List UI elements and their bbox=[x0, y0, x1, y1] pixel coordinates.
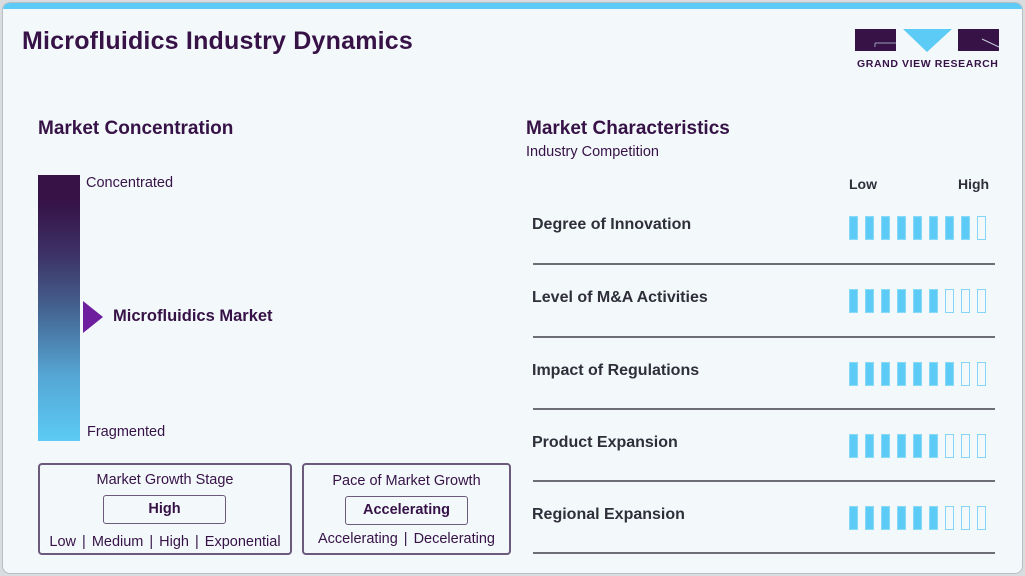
option-medium: Medium bbox=[91, 534, 144, 550]
characteristic-label: Impact of Regulations bbox=[532, 362, 700, 379]
characteristic-meter bbox=[849, 506, 986, 530]
meter-segment-empty bbox=[945, 506, 954, 530]
growth-stage-value: High bbox=[103, 495, 226, 524]
fragmented-label: Fragmented bbox=[87, 424, 166, 440]
meter-segment-filled bbox=[929, 216, 938, 240]
concentration-gradient-bar bbox=[38, 175, 80, 441]
characteristic-label: Level of M&A Activities bbox=[532, 289, 708, 306]
meter-segment-filled bbox=[849, 216, 858, 240]
meter-segment-filled bbox=[913, 216, 922, 240]
option-exponential: Exponential bbox=[204, 534, 281, 550]
growth-stage-box: Market Growth Stage High Low | Medium | High… bbox=[38, 463, 292, 555]
growth-pace-box: Pace of Market Growth Accelerating Accel… bbox=[302, 463, 511, 555]
top-accent-bar bbox=[3, 3, 1022, 9]
logo-text: GRAND VIEW RESEARCH bbox=[857, 58, 999, 70]
meter-segment-filled bbox=[897, 289, 906, 313]
option-accelerating: Accelerating bbox=[318, 531, 398, 547]
meter-segment-empty bbox=[945, 434, 954, 458]
meter-segment-filled bbox=[865, 434, 874, 458]
meter-segment-empty bbox=[961, 434, 970, 458]
option-low: Low bbox=[49, 534, 77, 550]
meter-segment-filled bbox=[849, 434, 858, 458]
meter-segment-filled bbox=[913, 362, 922, 386]
meter-segment-filled bbox=[849, 506, 858, 530]
meter-segment-filled bbox=[849, 362, 858, 386]
meter-segment-empty bbox=[961, 289, 970, 313]
market-marker-label: Microfluidics Market bbox=[113, 307, 273, 325]
meter-segment-filled bbox=[913, 289, 922, 313]
growth-pace-value: Accelerating bbox=[345, 496, 468, 525]
triangle-right-icon bbox=[83, 301, 103, 333]
meter-segment-filled bbox=[929, 506, 938, 530]
meter-segment-filled bbox=[881, 216, 890, 240]
meter-segment-filled bbox=[929, 289, 938, 313]
growth-stage-title: Market Growth Stage bbox=[96, 472, 234, 488]
growth-stage-options: Low | Medium | High | Exponential bbox=[49, 534, 281, 550]
scale-high-label: High bbox=[958, 176, 990, 192]
growth-pace-title: Pace of Market Growth bbox=[332, 473, 481, 489]
meter-segment-filled bbox=[897, 434, 906, 458]
meter-segment-filled bbox=[865, 289, 874, 313]
meter-segment-empty bbox=[977, 362, 986, 386]
characteristics-subtitle: Industry Competition bbox=[526, 144, 659, 160]
characteristics-title: Market Characteristics bbox=[526, 118, 730, 139]
row-divider bbox=[533, 263, 995, 265]
option-high: High bbox=[159, 534, 189, 550]
meter-segment-filled bbox=[849, 289, 858, 313]
page-title: Microfluidics Industry Dynamics bbox=[22, 27, 414, 55]
meter-segment-filled bbox=[865, 216, 874, 240]
characteristic-meter bbox=[849, 362, 986, 386]
meter-segment-filled bbox=[913, 434, 922, 458]
characteristic-meter bbox=[849, 289, 986, 313]
meter-segment-filled bbox=[945, 362, 954, 386]
growth-pace-options: Accelerating | Decelerating bbox=[318, 531, 495, 547]
concentration-title: Market Concentration bbox=[38, 118, 234, 139]
meter-segment-empty bbox=[961, 362, 970, 386]
row-divider bbox=[533, 552, 995, 554]
characteristic-meter bbox=[849, 434, 986, 458]
meter-segment-filled bbox=[897, 362, 906, 386]
meter-segment-filled bbox=[929, 362, 938, 386]
meter-segment-filled bbox=[881, 362, 890, 386]
meter-segment-filled bbox=[881, 506, 890, 530]
row-divider bbox=[533, 336, 995, 338]
meter-segment-filled bbox=[881, 289, 890, 313]
characteristic-meter bbox=[849, 216, 986, 240]
meter-segment-empty bbox=[977, 506, 986, 530]
characteristic-label: Regional Expansion bbox=[532, 506, 685, 523]
meter-segment-empty bbox=[977, 434, 986, 458]
meter-segment-empty bbox=[977, 216, 986, 240]
meter-segment-filled bbox=[929, 434, 938, 458]
gvr-logo-icon bbox=[855, 29, 1000, 52]
meter-segment-filled bbox=[961, 216, 970, 240]
meter-segment-empty bbox=[977, 289, 986, 313]
concentrated-label: Concentrated bbox=[86, 175, 174, 191]
meter-segment-filled bbox=[881, 434, 890, 458]
meter-segment-filled bbox=[865, 362, 874, 386]
meter-segment-filled bbox=[945, 216, 954, 240]
meter-segment-filled bbox=[865, 506, 874, 530]
characteristic-label: Degree of Innovation bbox=[532, 216, 692, 233]
meter-segment-empty bbox=[945, 289, 954, 313]
meter-segment-filled bbox=[897, 506, 906, 530]
row-divider bbox=[533, 408, 995, 410]
characteristic-label: Product Expansion bbox=[532, 434, 678, 451]
option-decelerating: Decelerating bbox=[413, 531, 495, 547]
meter-segment-filled bbox=[913, 506, 922, 530]
meter-segment-filled bbox=[897, 216, 906, 240]
scale-low-label: Low bbox=[849, 176, 877, 192]
row-divider bbox=[533, 480, 995, 482]
meter-segment-empty bbox=[961, 506, 970, 530]
